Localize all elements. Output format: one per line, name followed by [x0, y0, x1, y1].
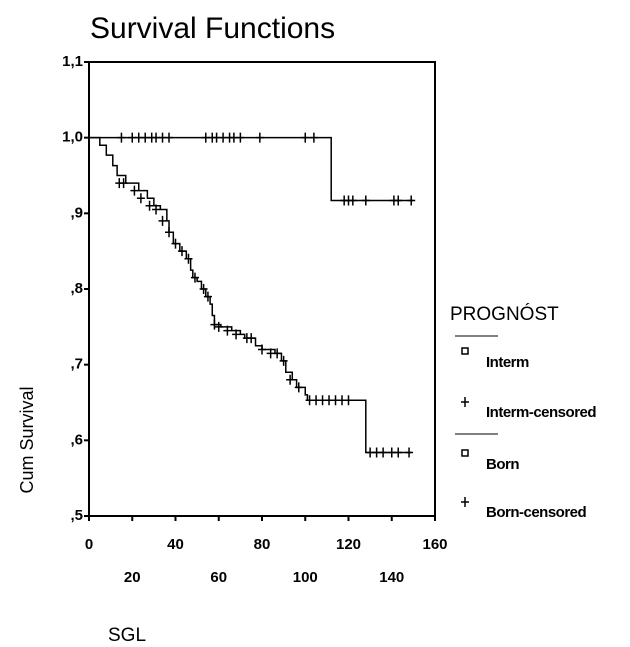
censor-mark: [136, 193, 145, 204]
y-axis-label: Cum Survival: [17, 386, 37, 493]
censor-mark: [394, 447, 403, 458]
censor-mark: [190, 272, 199, 283]
censor-mark: [232, 329, 241, 340]
censor-mark: [258, 344, 266, 355]
legend-label: Born-censored: [486, 504, 587, 521]
y-tick-label: ,7: [70, 356, 83, 373]
censor-mark: [165, 227, 174, 238]
censor-mark: [145, 200, 154, 211]
x-tick-label: 80: [254, 536, 271, 553]
censor-mark: [214, 321, 223, 332]
censor-mark: [361, 195, 370, 206]
y-tick-label: ,5: [70, 507, 83, 524]
censor-mark: [348, 195, 357, 206]
censor-mark: [247, 333, 256, 344]
legend-label: Interm-censored: [486, 404, 596, 421]
legend-label: Born: [486, 456, 519, 473]
censor-mark: [171, 238, 180, 249]
censor-mark: [199, 284, 208, 294]
censor-mark: [203, 291, 212, 302]
legend-marker: [461, 397, 469, 407]
y-tick-label: ,6: [70, 431, 83, 448]
censor-mark: [309, 132, 318, 143]
censor-mark: [119, 178, 128, 189]
survival-line: [89, 136, 412, 454]
x-tick-label: 100: [293, 569, 318, 586]
censor-mark: [379, 447, 388, 458]
censor-mark: [286, 374, 295, 385]
legend-marker: [461, 347, 469, 355]
y-tick-label: 1,0: [62, 129, 83, 146]
censor-mark: [177, 246, 186, 257]
censor-mark: [223, 325, 232, 336]
censor-mark: [158, 215, 167, 226]
censor-mark: [344, 395, 353, 406]
legend-label: Interm: [486, 354, 529, 371]
x-axis-label: SGL: [108, 625, 146, 646]
censor-mark: [236, 132, 245, 143]
censor-mark: [407, 195, 416, 206]
censor-mark: [210, 319, 219, 330]
y-tick-label: 1,1: [62, 53, 83, 70]
censor-mark: [165, 132, 174, 143]
censor-mark: [255, 132, 264, 143]
legend-title: PROGNÓST: [450, 303, 559, 325]
censor-mark: [130, 185, 139, 196]
chart-title: Survival Functions: [90, 12, 335, 45]
censor-mark: [394, 195, 403, 206]
x-tick-label: 140: [379, 569, 404, 586]
x-tick-label: 40: [167, 536, 184, 553]
censor-mark: [301, 132, 310, 143]
x-tick-label: 0: [85, 536, 93, 553]
censor-mark: [273, 348, 282, 359]
censor-mark: [184, 253, 193, 264]
x-tick-label: 20: [124, 569, 141, 586]
x-tick-label: 60: [210, 569, 227, 586]
censor-mark: [405, 447, 414, 458]
x-tick-label: 160: [422, 536, 447, 553]
legend-marker: [461, 449, 469, 457]
censor-mark: [294, 382, 303, 393]
y-tick-label: ,9: [70, 204, 83, 221]
censor-mark: [117, 132, 126, 143]
legend-marker: [461, 497, 469, 507]
censor-mark: [152, 204, 161, 215]
x-tick-label: 120: [336, 536, 361, 553]
censor-mark: [279, 355, 288, 366]
y-tick-label: ,8: [70, 280, 83, 297]
